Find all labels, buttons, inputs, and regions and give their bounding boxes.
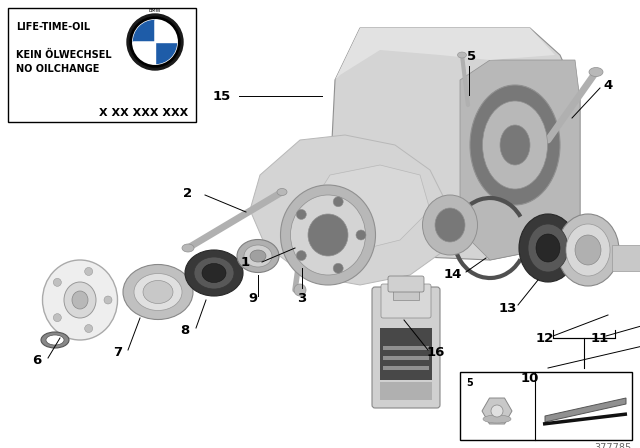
Bar — [8, 8, 196, 122]
Circle shape — [84, 267, 93, 276]
Ellipse shape — [291, 195, 365, 275]
FancyBboxPatch shape — [388, 276, 424, 292]
Ellipse shape — [470, 85, 560, 205]
Wedge shape — [134, 42, 155, 64]
Text: 4: 4 — [604, 78, 612, 91]
Circle shape — [84, 324, 93, 332]
Circle shape — [296, 209, 307, 220]
Circle shape — [104, 296, 112, 304]
Ellipse shape — [435, 208, 465, 242]
Ellipse shape — [528, 224, 568, 272]
Ellipse shape — [500, 125, 530, 165]
Ellipse shape — [185, 250, 243, 296]
Bar — [612, 245, 640, 271]
Ellipse shape — [483, 415, 511, 423]
Text: 12: 12 — [536, 332, 554, 345]
Circle shape — [356, 230, 366, 240]
Wedge shape — [155, 42, 177, 64]
Ellipse shape — [46, 335, 64, 345]
FancyBboxPatch shape — [372, 287, 440, 408]
Text: BMW: BMW — [148, 8, 161, 13]
Ellipse shape — [277, 189, 287, 195]
Text: 9: 9 — [248, 292, 257, 305]
Text: 6: 6 — [33, 353, 42, 366]
Text: 3: 3 — [298, 292, 307, 305]
Ellipse shape — [250, 250, 266, 262]
Ellipse shape — [143, 280, 173, 303]
Ellipse shape — [575, 235, 601, 265]
Circle shape — [296, 250, 307, 261]
Polygon shape — [305, 165, 430, 250]
Ellipse shape — [589, 68, 603, 77]
Text: 16: 16 — [427, 345, 445, 358]
Ellipse shape — [237, 240, 279, 272]
Circle shape — [53, 314, 61, 322]
Text: KEIN ÖLWECHSEL: KEIN ÖLWECHSEL — [16, 50, 111, 60]
Text: 5: 5 — [466, 378, 473, 388]
Circle shape — [127, 14, 183, 70]
Ellipse shape — [202, 263, 226, 283]
Text: 7: 7 — [113, 345, 123, 358]
Ellipse shape — [123, 264, 193, 319]
Ellipse shape — [42, 260, 118, 340]
Text: 10: 10 — [521, 371, 539, 384]
Ellipse shape — [194, 257, 234, 289]
Text: LIFE-TIME-OIL: LIFE-TIME-OIL — [16, 22, 90, 32]
Text: 377785: 377785 — [595, 443, 632, 448]
Ellipse shape — [458, 52, 467, 58]
Polygon shape — [460, 60, 580, 260]
Text: 13: 13 — [499, 302, 517, 314]
Ellipse shape — [41, 332, 69, 348]
Ellipse shape — [244, 245, 272, 267]
Bar — [393, 282, 419, 300]
Ellipse shape — [483, 101, 547, 189]
Ellipse shape — [536, 234, 560, 262]
Ellipse shape — [422, 195, 477, 255]
Ellipse shape — [308, 214, 348, 256]
Ellipse shape — [519, 214, 577, 282]
Polygon shape — [335, 28, 555, 80]
Circle shape — [131, 17, 179, 66]
Ellipse shape — [182, 244, 194, 252]
Bar — [383, 346, 429, 350]
Circle shape — [491, 405, 503, 417]
Polygon shape — [545, 398, 626, 422]
Text: 15: 15 — [213, 90, 231, 103]
Text: 5: 5 — [467, 49, 477, 63]
Bar — [383, 356, 429, 360]
Bar — [460, 372, 632, 440]
Polygon shape — [250, 135, 450, 285]
Text: NO OILCHANGE: NO OILCHANGE — [16, 64, 99, 74]
Circle shape — [53, 278, 61, 286]
FancyBboxPatch shape — [381, 284, 431, 318]
Text: 8: 8 — [180, 323, 189, 336]
Text: 11: 11 — [591, 332, 609, 345]
Ellipse shape — [64, 282, 96, 318]
Text: X XX XXX XXX: X XX XXX XXX — [99, 108, 188, 118]
Text: 2: 2 — [184, 186, 193, 199]
Bar — [383, 366, 429, 370]
Wedge shape — [134, 21, 155, 42]
Ellipse shape — [72, 291, 88, 309]
Circle shape — [333, 263, 343, 273]
Bar — [380, 328, 432, 380]
Circle shape — [333, 197, 343, 207]
Wedge shape — [155, 21, 177, 42]
Ellipse shape — [557, 214, 619, 286]
Ellipse shape — [280, 185, 376, 285]
Ellipse shape — [566, 224, 610, 276]
Text: 14: 14 — [444, 268, 462, 281]
Polygon shape — [330, 28, 580, 260]
Text: 1: 1 — [241, 255, 250, 268]
Ellipse shape — [134, 273, 182, 310]
Bar — [380, 382, 432, 400]
Circle shape — [294, 284, 306, 296]
